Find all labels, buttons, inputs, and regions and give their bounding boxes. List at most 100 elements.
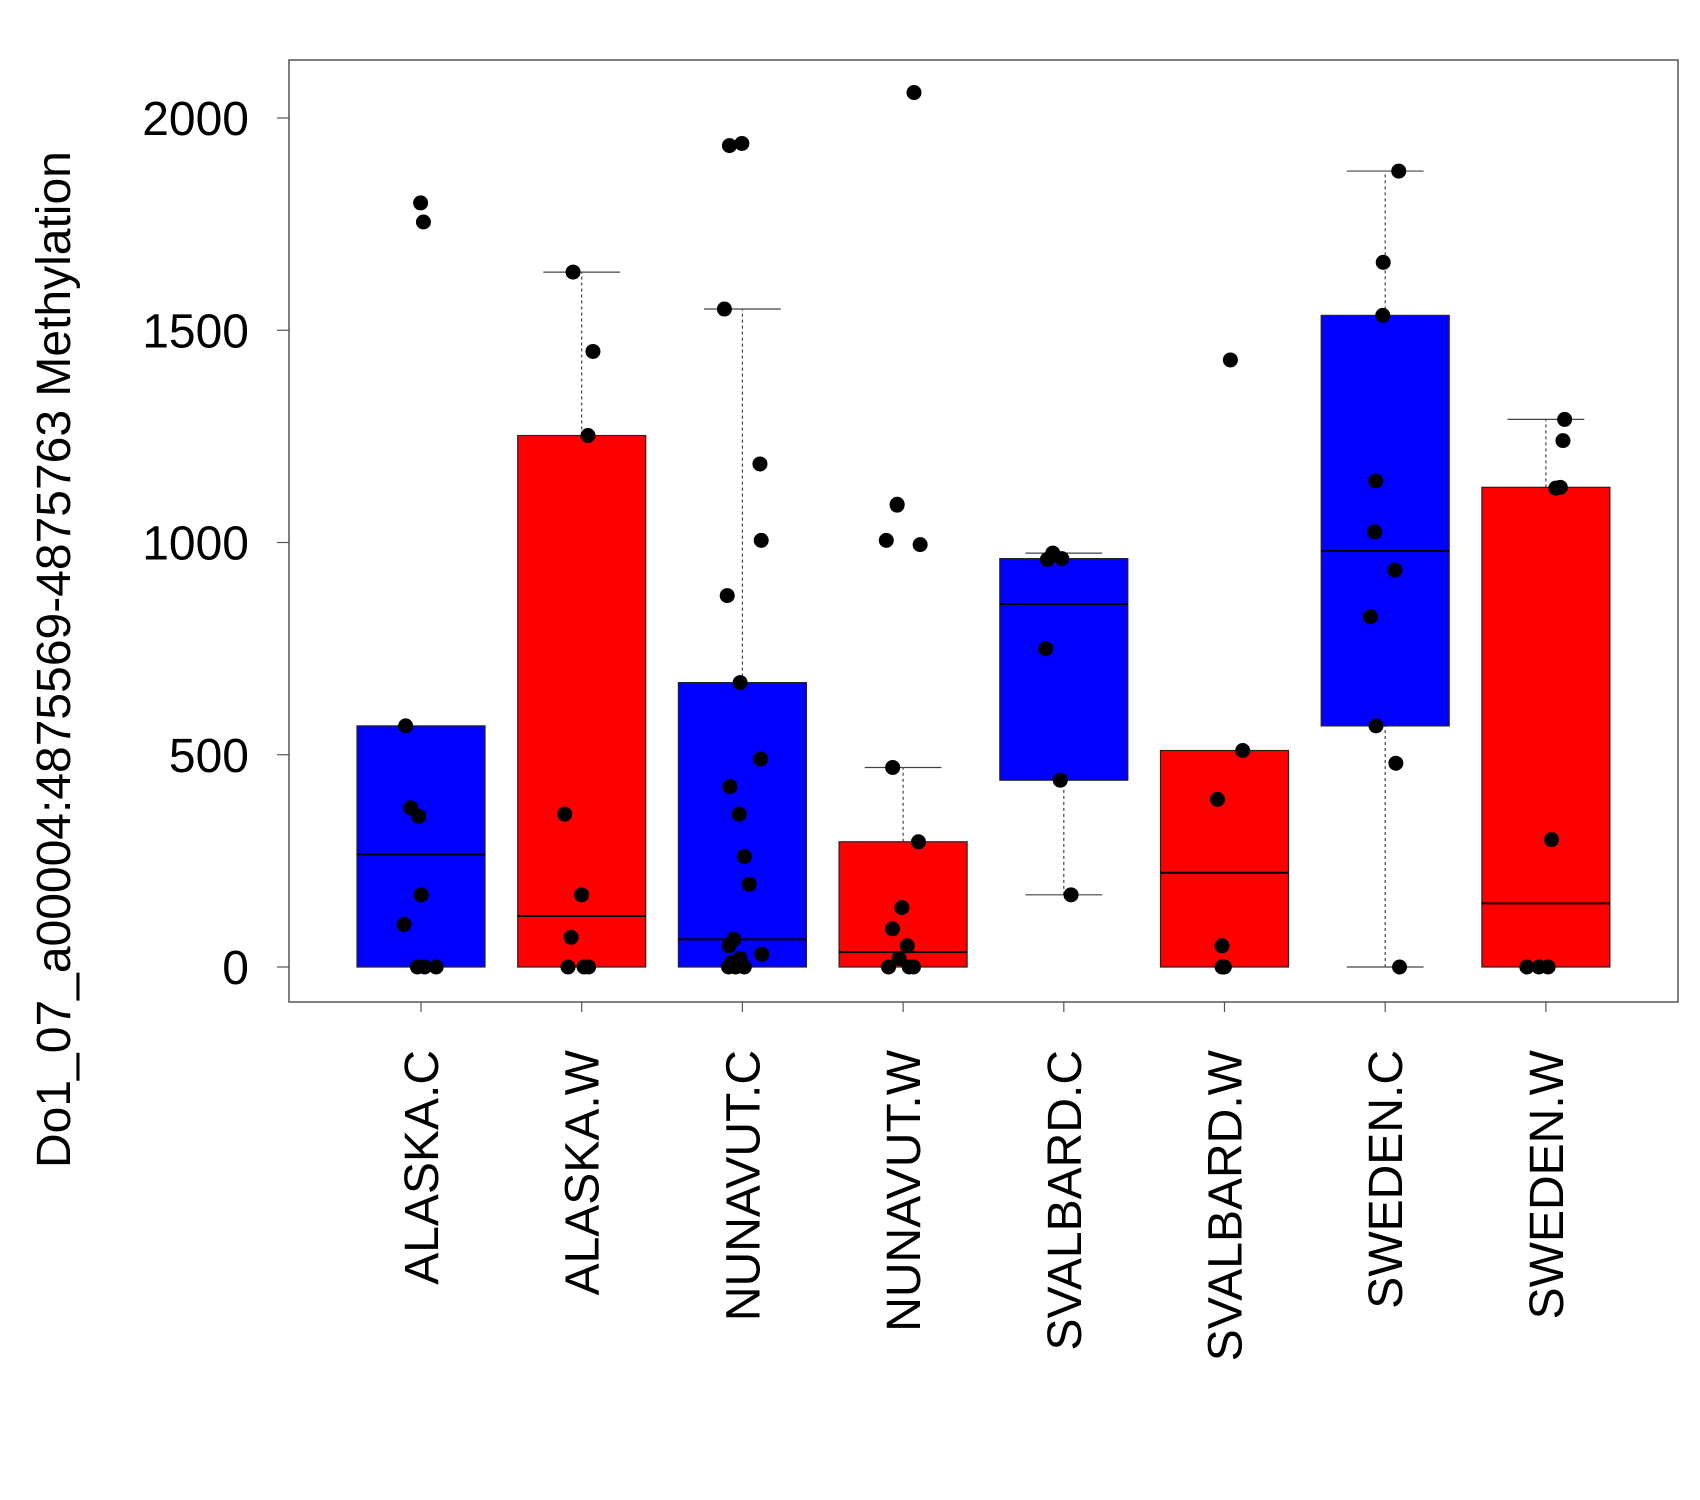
data-point [731,806,747,822]
data-point [912,537,928,553]
data-point [1367,524,1383,540]
data-point [1375,307,1391,323]
data-point [1052,772,1068,788]
data-point [881,959,897,975]
data-point [1222,352,1238,368]
data-point [1038,641,1054,657]
box-alaska-w [517,434,647,968]
data-point [719,588,735,604]
data-point [721,138,737,154]
data-point [736,849,752,865]
group-sweden-w [1481,411,1611,975]
y-tick-label: 2000 [142,93,249,146]
data-point [885,921,901,937]
data-point [885,759,901,775]
data-point [413,887,429,903]
data-point [901,959,917,975]
data-point [1039,551,1055,567]
data-point [1063,887,1079,903]
category-label-sweden-c: SWEDEN.C [1360,1050,1413,1309]
data-point [565,264,581,280]
data-point [560,959,576,975]
group-alaska-w [517,264,647,975]
data-point [894,900,910,916]
data-point [899,938,915,954]
data-point [1548,480,1564,496]
data-point [1387,562,1403,578]
data-point [1368,718,1384,734]
group-nunavut-w [838,85,968,975]
plot-layer [356,85,1611,975]
data-point [753,751,769,767]
y-tick-label: 500 [169,730,249,783]
data-point [411,808,427,824]
data-point [906,85,922,101]
data-point [1368,473,1384,489]
data-point [734,135,750,151]
category-label-sweden-w: SWEDEN.W [1521,1049,1574,1319]
group-svalbard-w [1159,352,1290,975]
y-tick-label: 0 [222,942,249,995]
data-point [396,917,412,933]
data-point [1391,163,1407,179]
category-label-svalbard-w: SVALBARD.W [1200,1049,1253,1361]
data-point [721,938,737,954]
data-point [415,214,431,230]
category-label-nunavut-w: NUNAVUT.W [878,1049,931,1331]
data-point [1519,959,1535,975]
category-label-alaska-c: ALASKA.C [396,1050,449,1285]
data-point [1555,433,1571,449]
data-point [878,532,894,548]
y-tick-label: 1000 [142,518,249,571]
group-nunavut-c [677,135,808,975]
group-alaska-c [356,195,486,975]
data-point [557,806,573,822]
data-point [741,876,757,892]
data-point [754,946,770,962]
data-point [574,887,590,903]
data-point [1054,551,1070,567]
group-svalbard-c [999,545,1129,903]
data-point [585,343,601,359]
category-label-nunavut-c: NUNAVUT.C [717,1050,770,1321]
data-point [563,929,579,945]
data-point [732,675,748,691]
axis-layer: ALASKA.C ALASKA.W NUNAVUT.C NUNAVUT.W SVALBA… [142,93,1574,1361]
data-point [576,959,592,975]
category-label-alaska-w: ALASKA.W [557,1049,610,1295]
data-point [1544,832,1560,848]
data-point [910,834,926,850]
data-point [1214,959,1230,975]
category-label-svalbard-c: SVALBARD.C [1039,1050,1092,1351]
data-point [1375,254,1391,270]
data-point [1388,755,1404,771]
group-sweden-c [1320,163,1450,975]
y-tick-label: 1500 [142,305,249,358]
box-svalbard-c [999,558,1129,781]
data-point [1209,791,1225,807]
data-point [1557,411,1573,427]
data-point [889,497,905,513]
box-sweden-w [1481,486,1611,968]
data-point [716,301,732,317]
data-point [1214,938,1230,954]
data-point [428,959,444,975]
plot-frame [288,59,1679,1003]
y-axis-label: Do1_07_a00004:4875569-4875763 Methylatio… [28,151,81,1168]
data-point [580,428,596,444]
data-point [409,959,425,975]
data-point [413,195,429,211]
box-alaska-c [356,725,486,968]
data-point [721,959,737,975]
box-svalbard-w [1159,749,1290,968]
data-point [752,456,768,472]
data-point [891,951,907,967]
data-point [1392,959,1408,975]
data-point [753,532,769,548]
data-point [1531,959,1547,975]
box-nunavut-c [677,681,808,968]
data-point [1235,743,1251,759]
data-point [398,718,414,734]
data-point [1362,609,1378,625]
